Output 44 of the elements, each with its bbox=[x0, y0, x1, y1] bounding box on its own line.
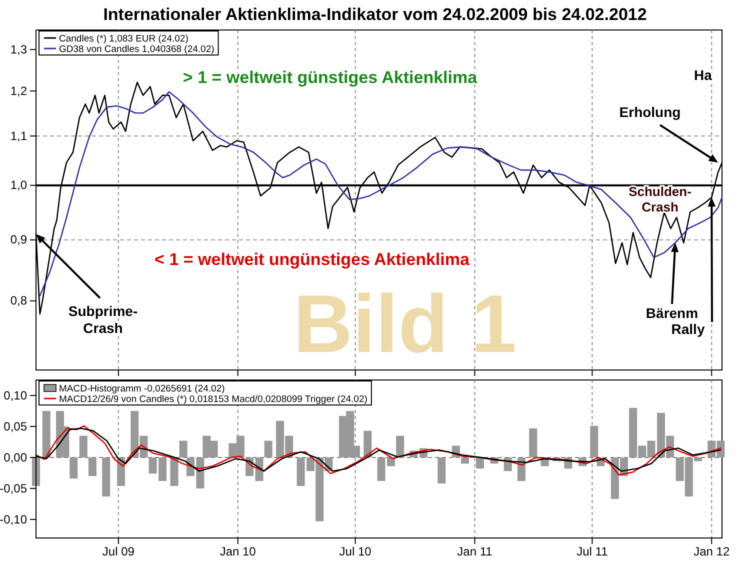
bar bbox=[460, 457, 469, 464]
bar bbox=[42, 410, 50, 458]
bar bbox=[476, 457, 484, 469]
chart-title: Internationaler Aktienklima-Indikator vom 24.02.2009 bis 24.02.2012 bbox=[103, 5, 647, 24]
annotation: Bild 1 bbox=[293, 279, 517, 370]
bar bbox=[529, 428, 538, 458]
legend-label: Candles (*) 1,083 EUR (24.02) bbox=[59, 33, 188, 44]
x-tick-label: Jul 10 bbox=[339, 544, 372, 559]
annotation: Subprime-Crash bbox=[68, 303, 138, 336]
bar bbox=[102, 457, 110, 496]
x-tick-label: Jul 11 bbox=[576, 544, 608, 559]
annotation: Rally bbox=[671, 321, 705, 337]
annotation: < 1 = weltweit ungünstiges Aktienklima bbox=[154, 250, 470, 269]
y-tick-label: 0,00 bbox=[4, 450, 28, 464]
x-tick-label: Jan 12 bbox=[694, 544, 730, 559]
y-tick-label: 0,10 bbox=[4, 388, 28, 402]
y-tick-label: -0,10 bbox=[0, 512, 28, 526]
x-tick-label: Jan 11 bbox=[457, 544, 493, 559]
annotation: Schulden-Crash bbox=[628, 184, 692, 215]
y-tick-label: 1,1 bbox=[10, 128, 28, 143]
bar bbox=[70, 457, 78, 479]
bar bbox=[88, 457, 96, 476]
y-tick-label: -0,05 bbox=[0, 481, 28, 496]
x-tick-label: Jan 10 bbox=[220, 544, 256, 559]
bar bbox=[264, 440, 272, 458]
legend-label: GD38 von Candles 1,040368 (24.02) bbox=[59, 44, 214, 55]
bar bbox=[170, 457, 178, 486]
y-tick-label: 1,0 bbox=[10, 178, 28, 192]
y-tick-label: 0,9 bbox=[10, 232, 28, 247]
bar bbox=[364, 430, 372, 458]
y-tick-label: 0,8 bbox=[10, 294, 28, 308]
legend-label: MACD12/26/9 von Candles (*) 0,018153 Macd/0,0208099 Trigger (24.02) bbox=[59, 394, 368, 405]
bar bbox=[79, 436, 88, 458]
y-tick-label: 0,05 bbox=[4, 419, 28, 434]
annotation: Bärenm bbox=[646, 305, 698, 321]
x-tick-label: Jul 09 bbox=[102, 544, 135, 559]
bar bbox=[438, 457, 446, 484]
bar bbox=[396, 436, 404, 458]
y-tick-label: 1,2 bbox=[10, 84, 28, 98]
annotation: Erholung bbox=[619, 104, 681, 120]
annotation: Ha bbox=[694, 67, 712, 83]
y-tick-label: 1,3 bbox=[10, 42, 28, 56]
legend-label: MACD-Histogramm -0,0265691 (24.02) bbox=[59, 383, 225, 394]
annotation: > 1 = weltweit günstiges Aktienklima bbox=[182, 68, 478, 87]
